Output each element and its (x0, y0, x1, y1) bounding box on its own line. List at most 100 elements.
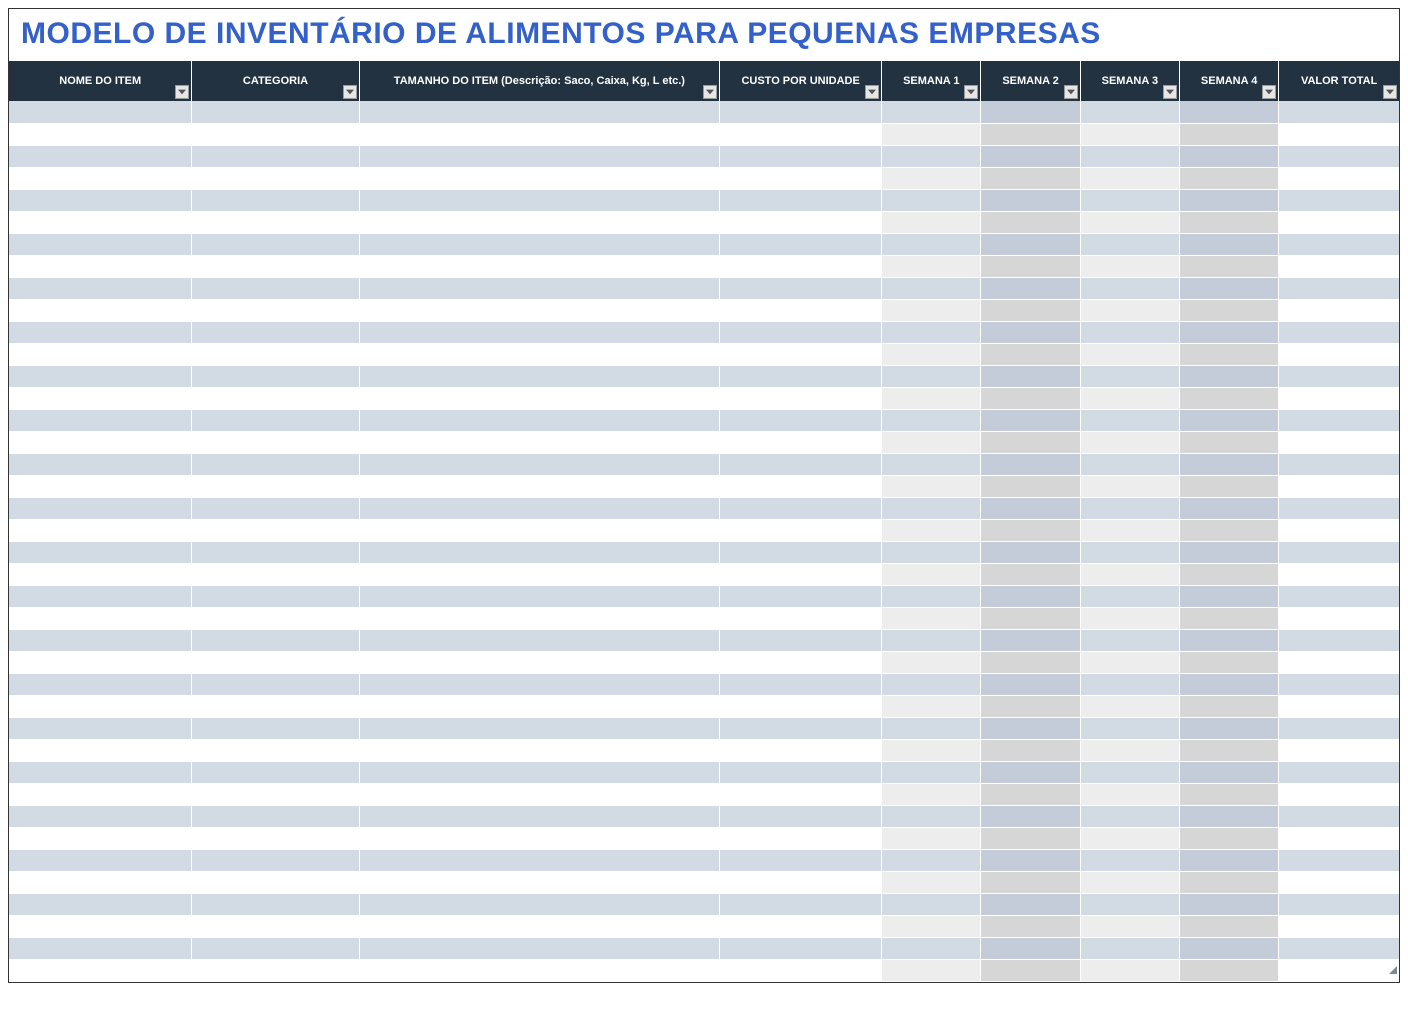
table-cell[interactable] (882, 695, 981, 717)
table-cell[interactable] (192, 783, 359, 805)
table-cell[interactable] (981, 695, 1080, 717)
table-cell[interactable] (192, 893, 359, 915)
table-cell[interactable] (1080, 497, 1179, 519)
table-cell[interactable] (1279, 475, 1399, 497)
table-cell[interactable] (981, 123, 1080, 145)
table-cell[interactable] (359, 189, 720, 211)
table-cell[interactable] (720, 343, 882, 365)
table-cell[interactable] (1179, 849, 1278, 871)
table-cell[interactable] (9, 475, 192, 497)
table-cell[interactable] (359, 387, 720, 409)
table-cell[interactable] (359, 695, 720, 717)
table-cell[interactable] (1080, 673, 1179, 695)
table-cell[interactable] (192, 211, 359, 233)
table-cell[interactable] (1080, 959, 1179, 981)
table-cell[interactable] (359, 409, 720, 431)
table-cell[interactable] (1179, 277, 1278, 299)
table-cell[interactable] (192, 343, 359, 365)
table-cell[interactable] (1279, 739, 1399, 761)
table-cell[interactable] (882, 585, 981, 607)
table-cell[interactable] (359, 541, 720, 563)
table-cell[interactable] (882, 189, 981, 211)
table-cell[interactable] (720, 211, 882, 233)
table-cell[interactable] (1179, 541, 1278, 563)
table-cell[interactable] (981, 761, 1080, 783)
table-cell[interactable] (1279, 871, 1399, 893)
table-cell[interactable] (9, 959, 192, 981)
table-cell[interactable] (359, 255, 720, 277)
table-cell[interactable] (720, 167, 882, 189)
table-cell[interactable] (981, 145, 1080, 167)
table-cell[interactable] (882, 167, 981, 189)
table-cell[interactable] (882, 937, 981, 959)
table-cell[interactable] (192, 563, 359, 585)
table-cell[interactable] (9, 497, 192, 519)
table-cell[interactable] (1279, 585, 1399, 607)
table-cell[interactable] (720, 365, 882, 387)
table-cell[interactable] (882, 365, 981, 387)
table-cell[interactable] (981, 167, 1080, 189)
table-cell[interactable] (981, 563, 1080, 585)
table-cell[interactable] (882, 739, 981, 761)
table-cell[interactable] (720, 673, 882, 695)
table-cell[interactable] (192, 849, 359, 871)
table-cell[interactable] (1279, 409, 1399, 431)
table-cell[interactable] (9, 277, 192, 299)
table-cell[interactable] (1179, 123, 1278, 145)
table-cell[interactable] (1279, 365, 1399, 387)
table-cell[interactable] (9, 783, 192, 805)
filter-dropdown-icon[interactable] (865, 85, 879, 99)
filter-dropdown-icon[interactable] (1262, 85, 1276, 99)
table-cell[interactable] (981, 629, 1080, 651)
table-cell[interactable] (981, 189, 1080, 211)
table-cell[interactable] (9, 321, 192, 343)
table-cell[interactable] (882, 805, 981, 827)
table-cell[interactable] (882, 233, 981, 255)
table-cell[interactable] (1179, 563, 1278, 585)
table-cell[interactable] (9, 365, 192, 387)
table-cell[interactable] (9, 167, 192, 189)
table-cell[interactable] (1179, 167, 1278, 189)
table-cell[interactable] (981, 915, 1080, 937)
table-cell[interactable] (720, 805, 882, 827)
table-cell[interactable] (359, 211, 720, 233)
table-cell[interactable] (192, 299, 359, 321)
table-cell[interactable] (9, 849, 192, 871)
table-cell[interactable] (1179, 629, 1278, 651)
table-cell[interactable] (981, 299, 1080, 321)
table-cell[interactable] (882, 783, 981, 805)
table-cell[interactable] (9, 695, 192, 717)
table-cell[interactable] (359, 651, 720, 673)
table-cell[interactable] (882, 871, 981, 893)
table-cell[interactable] (1080, 651, 1179, 673)
table-cell[interactable] (1080, 453, 1179, 475)
table-cell[interactable] (192, 827, 359, 849)
table-cell[interactable] (1179, 475, 1278, 497)
table-cell[interactable] (1279, 189, 1399, 211)
table-cell[interactable] (9, 607, 192, 629)
table-cell[interactable] (192, 277, 359, 299)
table-cell[interactable] (720, 651, 882, 673)
table-cell[interactable] (9, 233, 192, 255)
col-header-tamanho[interactable]: TAMANHO DO ITEM (Descrição: Saco, Caixa,… (359, 61, 720, 101)
table-cell[interactable] (1080, 387, 1179, 409)
table-cell[interactable] (1179, 673, 1278, 695)
table-cell[interactable] (981, 387, 1080, 409)
table-cell[interactable] (1179, 871, 1278, 893)
table-cell[interactable] (9, 563, 192, 585)
table-cell[interactable] (9, 761, 192, 783)
table-cell[interactable] (1179, 233, 1278, 255)
table-cell[interactable] (1279, 827, 1399, 849)
table-cell[interactable] (981, 409, 1080, 431)
table-cell[interactable] (1080, 255, 1179, 277)
table-cell[interactable] (720, 541, 882, 563)
table-cell[interactable] (882, 387, 981, 409)
col-header-semana2[interactable]: SEMANA 2 (981, 61, 1080, 101)
table-cell[interactable] (1179, 431, 1278, 453)
table-cell[interactable] (882, 717, 981, 739)
table-cell[interactable] (882, 629, 981, 651)
table-cell[interactable] (1179, 101, 1278, 123)
table-cell[interactable] (1279, 255, 1399, 277)
table-cell[interactable] (720, 893, 882, 915)
table-cell[interactable] (882, 651, 981, 673)
